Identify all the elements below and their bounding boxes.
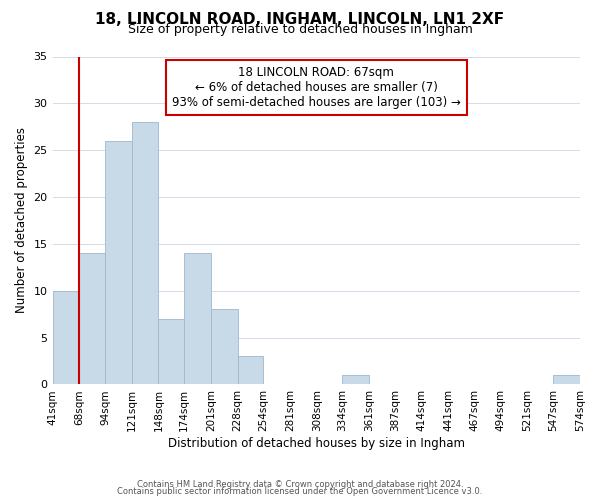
Bar: [211, 310, 238, 384]
Text: Size of property relative to detached houses in Ingham: Size of property relative to detached ho…: [128, 22, 472, 36]
Bar: [132, 122, 158, 384]
Bar: [53, 291, 79, 384]
Text: 18 LINCOLN ROAD: 67sqm
← 6% of detached houses are smaller (7)
93% of semi-detac: 18 LINCOLN ROAD: 67sqm ← 6% of detached …: [172, 66, 461, 110]
Bar: [553, 375, 580, 384]
Y-axis label: Number of detached properties: Number of detached properties: [15, 128, 28, 314]
Text: 18, LINCOLN ROAD, INGHAM, LINCOLN, LN1 2XF: 18, LINCOLN ROAD, INGHAM, LINCOLN, LN1 2…: [95, 12, 505, 28]
Bar: [184, 254, 211, 384]
Bar: [105, 141, 132, 384]
Text: Contains public sector information licensed under the Open Government Licence v3: Contains public sector information licen…: [118, 487, 482, 496]
Bar: [158, 319, 184, 384]
Bar: [79, 254, 105, 384]
Bar: [238, 356, 263, 384]
Text: Contains HM Land Registry data © Crown copyright and database right 2024.: Contains HM Land Registry data © Crown c…: [137, 480, 463, 489]
X-axis label: Distribution of detached houses by size in Ingham: Distribution of detached houses by size …: [168, 437, 465, 450]
Bar: [343, 375, 369, 384]
